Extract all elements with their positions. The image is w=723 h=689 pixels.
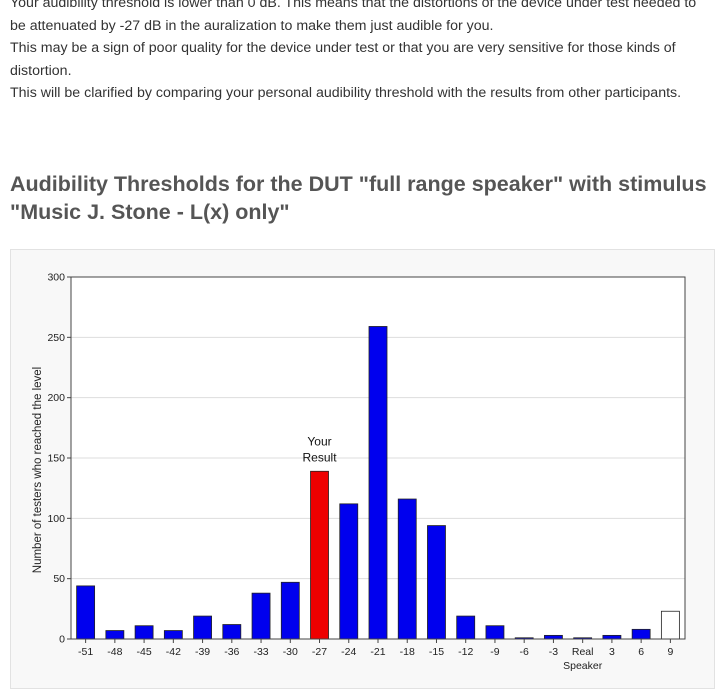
- bar--51: [76, 585, 96, 640]
- y-tick-label: 0: [59, 634, 65, 646]
- bar--12: [456, 615, 476, 640]
- bar--3: [544, 634, 563, 640]
- x-tick-label: -9: [490, 646, 499, 658]
- y-tick-label: 100: [47, 513, 65, 525]
- bar--30: [280, 581, 300, 640]
- x-tick-label: -18: [400, 646, 415, 658]
- intro-text: Your audibility threshold is lower than …: [10, 0, 715, 105]
- bar--24: [339, 503, 359, 640]
- bar-6: [631, 628, 651, 640]
- bar--15: [427, 525, 446, 640]
- x-tick-label: -27: [312, 646, 327, 658]
- intro-paragraph-2: This may be a sign of poor quality for t…: [10, 40, 676, 79]
- x-tick-label: 6: [638, 646, 644, 658]
- x-tick-label: -36: [224, 646, 239, 658]
- x-tick-label: -42: [166, 646, 181, 658]
- bar--9: [485, 625, 505, 640]
- bar--48: [105, 630, 125, 640]
- bar--39: [193, 615, 212, 640]
- bar--18: [397, 498, 417, 640]
- bars: [76, 326, 680, 640]
- x-tick-label: -30: [283, 646, 298, 658]
- intro-paragraph-1: Your audibility threshold is lower than …: [10, 0, 697, 34]
- x-tick-label: 3: [609, 646, 615, 658]
- x-tick-label: 9: [667, 646, 673, 658]
- x-tick-label: -48: [107, 646, 122, 658]
- chart-container: 0 50 100 150 200 250 300 -51 -48 -45 -42 -39 -36 -33-…: [10, 249, 715, 689]
- y-tick-label: 50: [53, 573, 65, 585]
- bar-9: [660, 610, 680, 640]
- x-tick-label: -45: [137, 646, 152, 658]
- bar--42: [163, 630, 183, 640]
- x-tick-label: -21: [370, 646, 385, 658]
- bar--45: [134, 625, 154, 640]
- bar--27: [310, 470, 329, 640]
- x-tick-label: Real: [572, 646, 594, 658]
- x-tick-label: -3: [549, 646, 558, 658]
- bar--36: [222, 624, 242, 640]
- bar-3: [602, 634, 622, 640]
- plot-frame: [70, 276, 686, 640]
- x-tick-label: -6: [520, 646, 529, 658]
- x-tick-label: Speaker: [563, 660, 603, 672]
- your-result-annotation: Result: [303, 450, 338, 464]
- x-tick-label: -15: [429, 646, 444, 658]
- bar--33: [251, 592, 271, 640]
- x-tick-label: -12: [458, 646, 473, 658]
- y-tick-label: 300: [47, 272, 65, 284]
- x-tick-label: -24: [341, 646, 356, 658]
- y-tick-label: 200: [47, 392, 65, 404]
- chart-heading: Audibility Thresholds for the DUT "full …: [10, 172, 707, 224]
- axes: [67, 276, 686, 643]
- x-tick-label: -33: [253, 646, 268, 658]
- intro-paragraph-3: This will be clarified by comparing your…: [10, 85, 682, 101]
- y-axis-label: Number of testers who reached the level: [32, 367, 44, 573]
- x-tick-label: -51: [78, 646, 93, 658]
- your-result-annotation: Your: [307, 434, 331, 448]
- y-tick-label: 250: [47, 332, 65, 344]
- x-tick-label: -39: [195, 646, 210, 658]
- bar--21: [368, 326, 388, 640]
- y-tick-label: 150: [47, 453, 65, 465]
